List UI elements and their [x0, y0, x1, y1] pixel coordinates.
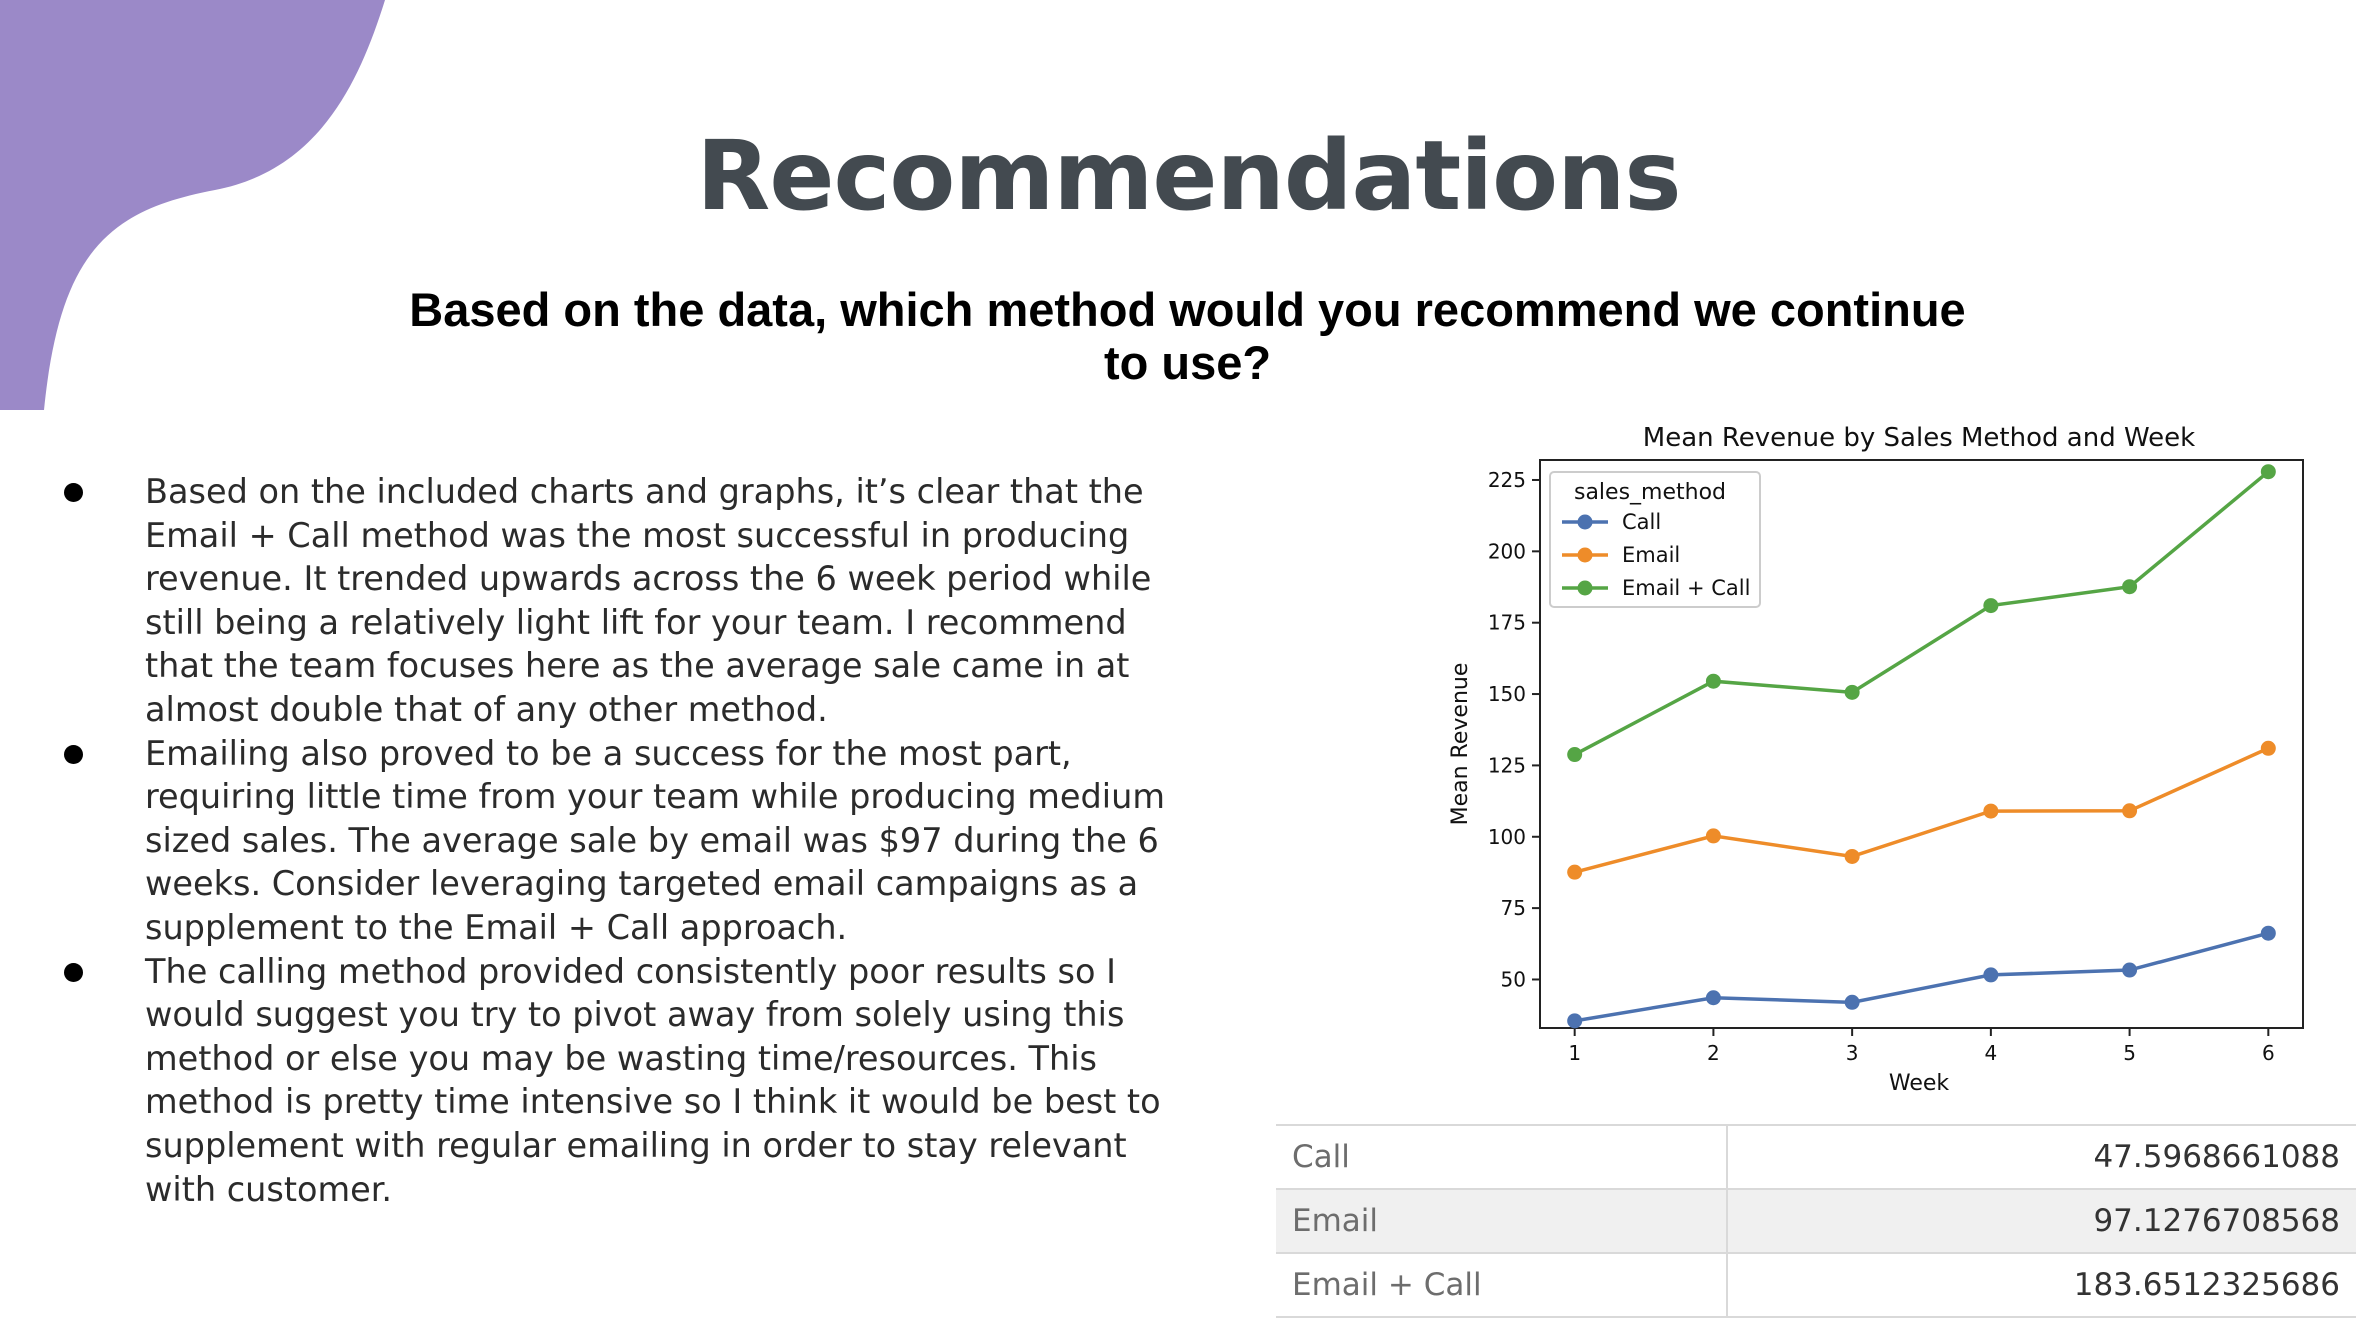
bullet-dot-icon [64, 744, 83, 764]
slide-title: Recommendations [696, 120, 1681, 232]
legend-label: Email [1622, 543, 1680, 567]
table-cell-method: Call [1276, 1124, 1728, 1190]
bullet-call: The calling method provided consistently… [60, 950, 1180, 1212]
x-tick-label: 1 [1568, 1041, 1581, 1065]
legend-marker [1577, 580, 1593, 596]
legend-label: Email + Call [1622, 576, 1750, 600]
bullet-email-call: Based on the included charts and graphs,… [60, 470, 1180, 732]
slide-question: Based on the data, which method would yo… [409, 283, 1966, 389]
y-tick-label: 175 [1488, 611, 1526, 635]
x-tick-label: 5 [2123, 1041, 2136, 1065]
y-axis: 50 75 100 125 150 175 200 225 [1488, 468, 1540, 991]
y-tick-label: 75 [1501, 896, 1526, 920]
table-cell-method: Email [1276, 1188, 1728, 1254]
decorative-blob [0, 0, 385, 410]
table-cell-method: Email + Call [1276, 1252, 1728, 1318]
bullet-dot-icon [64, 962, 83, 982]
table-row: Call 47.5968661088 [1276, 1124, 2356, 1190]
table-cell-mean: 47.5968661088 [1727, 1124, 2356, 1190]
y-tick-label: 200 [1488, 539, 1526, 563]
data-point-email [1705, 828, 1721, 844]
legend-marker [1577, 514, 1593, 530]
bullet-text: Emailing also proved to be a success for… [145, 733, 1165, 947]
data-point-email-call [1705, 673, 1721, 689]
table-cell-mean: 97.1276708568 [1727, 1188, 2356, 1254]
revenue-line-chart: Mean Revenue by Sales Method and Week 50… [1448, 423, 2304, 1096]
legend: sales_method Call Email Email + Call [1549, 471, 1761, 608]
x-tick-label: 4 [1984, 1041, 1997, 1065]
mean-revenue-table: Call 47.5968661088 Email 97.1276708568 E… [1276, 1124, 2356, 1318]
data-point-email-call [2122, 579, 2138, 595]
data-point-email [1567, 864, 1583, 880]
chart-title: Mean Revenue by Sales Method and Week [1643, 423, 2195, 453]
data-point-email [2122, 803, 2138, 819]
series-line-email-call [1573, 470, 2270, 757]
data-point-email [1844, 848, 1860, 864]
x-axis-label: Week [1889, 1071, 1950, 1096]
data-point-call [2122, 962, 2138, 978]
y-tick-label: 50 [1501, 967, 1526, 991]
data-point-email-call [2260, 464, 2276, 480]
table-row: Email 97.1276708568 [1276, 1188, 2356, 1254]
data-point-call [1844, 994, 1860, 1010]
table-row: Email + Call 183.6512325686 [1276, 1252, 2356, 1318]
data-point-email [2260, 740, 2276, 756]
y-tick-label: 100 [1488, 825, 1526, 849]
x-tick-label: 2 [1707, 1041, 1720, 1065]
bullet-email: Emailing also proved to be a success for… [60, 732, 1180, 950]
series-line-email [1574, 746, 2270, 874]
x-axis: 1 2 3 4 5 6 [1568, 1028, 2275, 1065]
data-point-email [1983, 803, 1999, 819]
series-line-call [1574, 931, 2269, 1023]
legend-items: Call Email Email + Call [1562, 510, 1750, 600]
legend-box [1549, 471, 1761, 608]
data-point-email-call [1844, 684, 1860, 700]
data-point-call [2260, 925, 2276, 941]
table-cell-mean: 183.6512325686 [1727, 1252, 2356, 1318]
data-point-call [1567, 1013, 1583, 1029]
data-point-email-call [1567, 747, 1583, 763]
y-axis-label: Mean Revenue [1448, 663, 1473, 826]
x-tick-label: 6 [2262, 1041, 2275, 1065]
y-tick-label: 225 [1488, 468, 1526, 492]
legend-title: sales_method [1574, 480, 1726, 505]
legend-marker [1577, 547, 1593, 563]
data-point-email-call [1983, 598, 1999, 614]
recommendation-list: Based on the included charts and graphs,… [60, 470, 1180, 1211]
y-tick-label: 150 [1488, 682, 1526, 706]
bullet-dot-icon [64, 483, 83, 502]
data-point-call [1983, 967, 1999, 983]
x-tick-label: 3 [1846, 1041, 1859, 1065]
data-point-call [1705, 990, 1721, 1006]
series-lines [1567, 464, 2276, 1029]
bullet-text: The calling method provided consistently… [145, 951, 1161, 1209]
legend-label: Call [1622, 510, 1661, 534]
y-tick-label: 125 [1488, 753, 1526, 777]
purple-shape [0, 0, 385, 410]
bullet-text: Based on the included charts and graphs,… [145, 472, 1152, 729]
